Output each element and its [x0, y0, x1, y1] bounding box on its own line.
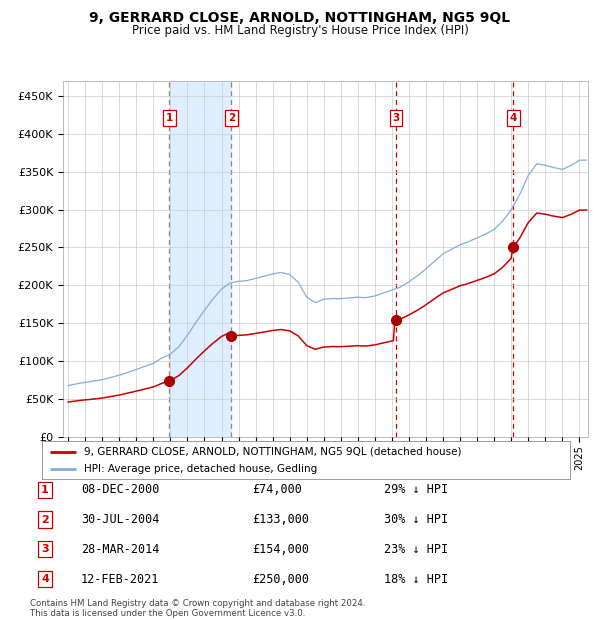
- Text: £250,000: £250,000: [252, 573, 309, 585]
- Text: 1: 1: [166, 113, 173, 123]
- Text: 9, GERRARD CLOSE, ARNOLD, NOTTINGHAM, NG5 9QL (detached house): 9, GERRARD CLOSE, ARNOLD, NOTTINGHAM, NG…: [84, 447, 462, 457]
- Text: 12-FEB-2021: 12-FEB-2021: [81, 573, 160, 585]
- Text: £74,000: £74,000: [252, 484, 302, 496]
- Bar: [169, 81, 232, 437]
- Text: £133,000: £133,000: [252, 513, 309, 526]
- Text: 30-JUL-2004: 30-JUL-2004: [81, 513, 160, 526]
- Text: 3: 3: [41, 544, 49, 554]
- Text: 3: 3: [392, 113, 400, 123]
- Text: 9, GERRARD CLOSE, ARNOLD, NOTTINGHAM, NG5 9QL: 9, GERRARD CLOSE, ARNOLD, NOTTINGHAM, NG…: [89, 11, 511, 25]
- Text: 30% ↓ HPI: 30% ↓ HPI: [384, 513, 448, 526]
- Text: 4: 4: [509, 113, 517, 123]
- Text: 4: 4: [41, 574, 49, 584]
- Text: 1: 1: [41, 485, 49, 495]
- Text: Price paid vs. HM Land Registry's House Price Index (HPI): Price paid vs. HM Land Registry's House …: [131, 24, 469, 37]
- Text: 28-MAR-2014: 28-MAR-2014: [81, 543, 160, 556]
- Text: 29% ↓ HPI: 29% ↓ HPI: [384, 484, 448, 496]
- Text: Contains HM Land Registry data © Crown copyright and database right 2024.
This d: Contains HM Land Registry data © Crown c…: [30, 599, 365, 618]
- Text: 2: 2: [41, 515, 49, 525]
- Text: HPI: Average price, detached house, Gedling: HPI: Average price, detached house, Gedl…: [84, 464, 317, 474]
- Text: 08-DEC-2000: 08-DEC-2000: [81, 484, 160, 496]
- Text: 23% ↓ HPI: 23% ↓ HPI: [384, 543, 448, 556]
- Text: 2: 2: [228, 113, 235, 123]
- Text: £154,000: £154,000: [252, 543, 309, 556]
- Text: 18% ↓ HPI: 18% ↓ HPI: [384, 573, 448, 585]
